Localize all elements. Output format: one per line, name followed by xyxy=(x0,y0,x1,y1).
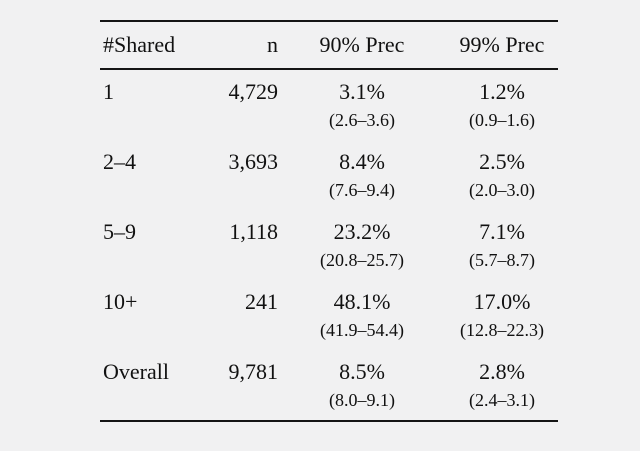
shared-value: 5–9 xyxy=(103,218,136,244)
prec99-ci: (2.0–3.0) xyxy=(469,179,535,200)
precision-table: #Shared n 90% Prec 99% Prec 1 4,729 3.1%… xyxy=(100,20,558,422)
shared-value: 1 xyxy=(103,78,114,104)
prec99-ci: (5.7–8.7) xyxy=(469,249,535,270)
n-value: 241 xyxy=(245,288,278,314)
prec90-cell: 3.1% (2.6–3.6) xyxy=(278,77,446,134)
prec99-ci: (0.9–1.6) xyxy=(469,109,535,130)
shared-value: Overall xyxy=(103,358,169,384)
shared-value: 10+ xyxy=(103,288,138,314)
prec90-value: 8.4% xyxy=(339,148,385,174)
prec90-value: 48.1% xyxy=(333,288,391,314)
prec90-value: 23.2% xyxy=(333,218,391,244)
table-header-row: #Shared n 90% Prec 99% Prec xyxy=(100,22,558,68)
prec99-cell: 17.0% (12.8–22.3) xyxy=(446,287,558,344)
prec99-value: 1.2% xyxy=(479,78,525,104)
shared-value: 2–4 xyxy=(103,148,136,174)
table-mid-rule xyxy=(100,68,558,70)
prec90-ci: (41.9–54.4) xyxy=(320,319,404,340)
prec99-value: 2.5% xyxy=(479,148,525,174)
prec99-cell: 1.2% (0.9–1.6) xyxy=(446,77,558,134)
prec99-ci: (2.4–3.1) xyxy=(469,389,535,410)
table-top-rule xyxy=(100,20,558,22)
table-row: 5–9 1,118 23.2% (20.8–25.7) 7.1% (5.7–8.… xyxy=(100,210,558,280)
n-value: 3,693 xyxy=(228,148,279,174)
prec99-cell: 2.5% (2.0–3.0) xyxy=(446,147,558,204)
prec99-value: 2.8% xyxy=(479,358,525,384)
prec90-ci: (20.8–25.7) xyxy=(320,249,404,270)
n-value: 9,781 xyxy=(228,358,279,384)
prec99-value: 17.0% xyxy=(473,288,531,314)
prec90-value: 8.5% xyxy=(339,358,385,384)
table-bottom-rule xyxy=(100,419,558,422)
prec99-ci: (12.8–22.3) xyxy=(460,319,544,340)
prec99-cell: 7.1% (5.7–8.7) xyxy=(446,217,558,274)
table-row: Overall 9,781 8.5% (8.0–9.1) 2.8% (2.4–3… xyxy=(100,350,558,420)
n-value: 4,729 xyxy=(228,78,279,104)
prec99-cell: 2.8% (2.4–3.1) xyxy=(446,357,558,414)
header-prec90: 90% Prec xyxy=(319,32,405,57)
prec90-cell: 23.2% (20.8–25.7) xyxy=(278,217,446,274)
prec90-cell: 48.1% (41.9–54.4) xyxy=(278,287,446,344)
table-row: 2–4 3,693 8.4% (7.6–9.4) 2.5% (2.0–3.0) xyxy=(100,140,558,210)
prec90-ci: (2.6–3.6) xyxy=(329,109,395,130)
header-n: n xyxy=(267,32,278,57)
header-shared: #Shared xyxy=(103,32,176,57)
prec90-ci: (8.0–9.1) xyxy=(329,389,395,410)
n-value: 1,118 xyxy=(229,218,278,244)
header-prec99: 99% Prec xyxy=(459,32,545,57)
table-row: 10+ 241 48.1% (41.9–54.4) 17.0% (12.8–22… xyxy=(100,280,558,350)
prec90-value: 3.1% xyxy=(339,78,385,104)
prec90-cell: 8.5% (8.0–9.1) xyxy=(278,357,446,414)
prec90-cell: 8.4% (7.6–9.4) xyxy=(278,147,446,204)
prec99-value: 7.1% xyxy=(479,218,525,244)
table-row: 1 4,729 3.1% (2.6–3.6) 1.2% (0.9–1.6) xyxy=(100,70,558,140)
prec90-ci: (7.6–9.4) xyxy=(329,179,395,200)
